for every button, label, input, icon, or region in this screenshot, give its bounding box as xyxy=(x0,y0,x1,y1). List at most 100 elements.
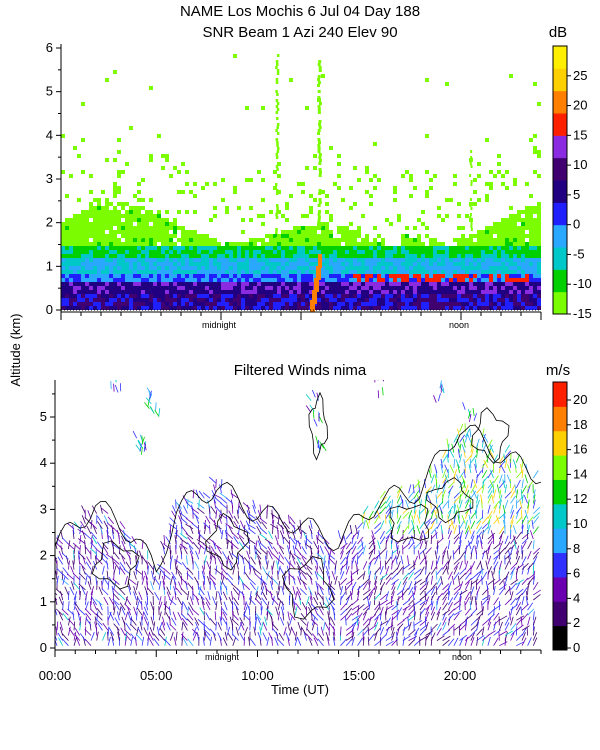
wind-barb xyxy=(396,581,402,590)
wind-barb xyxy=(170,575,174,585)
snr-cell xyxy=(457,254,461,258)
wind-barb xyxy=(498,460,506,469)
snr-cell xyxy=(381,254,385,258)
wind-barb xyxy=(504,444,510,453)
snr-cell xyxy=(253,294,257,298)
wind-barb xyxy=(504,617,510,626)
snr-cell xyxy=(285,242,289,246)
wind-barb xyxy=(55,592,58,596)
wind-barb xyxy=(481,636,485,646)
snr-cell xyxy=(309,194,313,198)
snr-cell xyxy=(249,302,253,306)
wind-barb xyxy=(379,530,385,540)
wind-barb xyxy=(357,530,360,540)
wind-barb xyxy=(103,576,109,585)
wind-barb xyxy=(112,598,120,606)
snr-cell xyxy=(205,266,209,270)
snr-cell xyxy=(509,238,513,242)
snr-cell xyxy=(413,274,417,278)
wind-barb xyxy=(419,611,422,621)
wind-barb xyxy=(464,545,468,555)
snr-cell xyxy=(149,286,153,290)
snr-cell xyxy=(233,286,237,290)
snr-cell xyxy=(477,294,481,298)
snr-cell xyxy=(405,282,409,286)
snr-streak xyxy=(275,216,279,219)
snr-cell xyxy=(525,218,529,222)
wind-barb xyxy=(427,494,432,504)
wind-barb xyxy=(61,570,64,580)
wind-barb xyxy=(340,614,348,621)
snr-cell xyxy=(77,198,81,202)
snr-cell xyxy=(293,286,297,290)
wind-barb xyxy=(276,543,285,550)
wind-barb xyxy=(171,617,177,626)
snr-cell xyxy=(521,270,525,274)
snr-cell xyxy=(505,186,509,190)
snr-cell xyxy=(361,274,365,278)
snr-cell xyxy=(381,270,385,274)
snr-cell xyxy=(441,242,445,246)
snr-cell xyxy=(313,254,317,258)
snr-cell xyxy=(161,154,165,158)
wind-barb xyxy=(362,636,365,646)
wind-barb xyxy=(79,562,86,570)
snr-streak xyxy=(317,63,321,66)
snr-cell xyxy=(121,250,125,254)
snr-cell xyxy=(329,238,333,242)
snr-cell xyxy=(257,250,261,254)
snr-cell xyxy=(241,262,245,266)
snr-streak xyxy=(317,129,321,132)
wind-barb xyxy=(72,611,75,621)
snr-cell xyxy=(89,190,93,194)
wind-barb xyxy=(416,525,421,535)
snr-streak xyxy=(317,204,321,207)
wind-barb xyxy=(124,633,132,641)
snr-cell xyxy=(65,230,69,234)
wind-barb xyxy=(68,627,75,636)
snr-cell xyxy=(521,258,525,262)
snr-cell xyxy=(533,254,537,258)
snr-cell xyxy=(313,238,317,242)
snr-cell xyxy=(353,274,357,278)
wind-barb xyxy=(419,556,426,565)
snr-cell xyxy=(409,258,413,262)
snr-cell xyxy=(497,278,501,282)
snr-cell xyxy=(221,278,225,282)
snr-streak xyxy=(276,150,280,153)
snr-y-tick-label: 3 xyxy=(46,171,53,186)
snr-cell xyxy=(81,234,85,238)
wind-barb xyxy=(493,489,497,499)
wind-barb xyxy=(223,601,228,611)
snr-cell xyxy=(97,254,101,258)
snr-cell xyxy=(345,270,349,274)
snr-cell xyxy=(153,298,157,302)
snr-cell xyxy=(137,246,141,250)
wind-barb xyxy=(194,561,200,570)
wind-barb xyxy=(222,591,228,601)
wind-barb xyxy=(268,611,273,621)
snr-cell xyxy=(121,286,125,290)
snr-cell xyxy=(513,254,517,258)
snr-cell xyxy=(89,202,93,206)
snr-cell xyxy=(225,258,229,262)
wind-barb xyxy=(498,474,503,484)
snr-cell xyxy=(397,246,401,250)
snr-cell xyxy=(425,250,429,254)
snr-cell xyxy=(89,298,93,302)
wind-barb xyxy=(68,616,71,626)
wind-barb xyxy=(396,515,402,524)
wind-barb xyxy=(322,596,324,606)
snr-cell xyxy=(137,262,141,266)
snr-cell xyxy=(113,214,117,218)
snr-cell xyxy=(505,286,509,290)
snr-cell xyxy=(121,170,125,174)
snr-cell xyxy=(193,234,197,238)
wind-barb xyxy=(268,551,273,560)
snr-cell xyxy=(413,246,417,250)
wind-barb xyxy=(402,511,410,519)
snr-cell xyxy=(405,274,409,278)
snr-cell xyxy=(165,302,169,306)
snr-streak xyxy=(275,81,279,84)
wind-barb xyxy=(459,530,464,540)
